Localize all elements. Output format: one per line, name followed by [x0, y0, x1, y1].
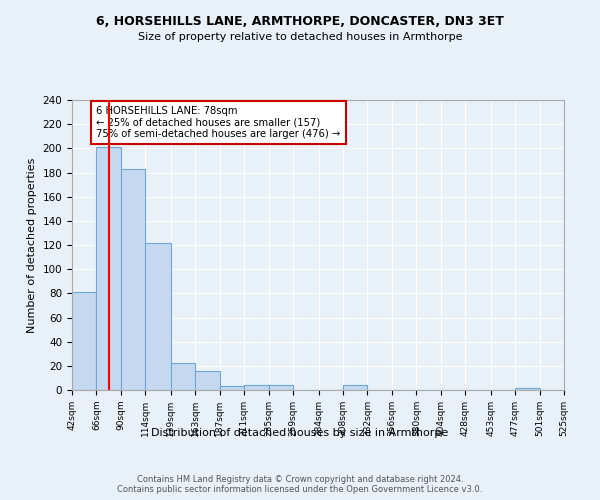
Text: 6 HORSEHILLS LANE: 78sqm
← 25% of detached houses are smaller (157)
75% of semi-: 6 HORSEHILLS LANE: 78sqm ← 25% of detach…: [97, 106, 341, 139]
Text: Contains HM Land Registry data © Crown copyright and database right 2024.
Contai: Contains HM Land Registry data © Crown c…: [118, 475, 482, 494]
Bar: [269, 385, 293, 390]
Bar: [515, 388, 539, 390]
Bar: [171, 364, 195, 390]
Bar: [97, 147, 121, 390]
Bar: [72, 292, 97, 390]
Bar: [244, 385, 269, 390]
Text: Distribution of detached houses by size in Armthorpe: Distribution of detached houses by size …: [151, 428, 449, 438]
Bar: [121, 169, 145, 390]
Text: Size of property relative to detached houses in Armthorpe: Size of property relative to detached ho…: [138, 32, 462, 42]
Text: 6, HORSEHILLS LANE, ARMTHORPE, DONCASTER, DN3 3ET: 6, HORSEHILLS LANE, ARMTHORPE, DONCASTER…: [96, 15, 504, 28]
Bar: [343, 385, 367, 390]
Bar: [220, 386, 244, 390]
Bar: [195, 370, 220, 390]
Y-axis label: Number of detached properties: Number of detached properties: [27, 158, 37, 332]
Bar: [145, 242, 171, 390]
